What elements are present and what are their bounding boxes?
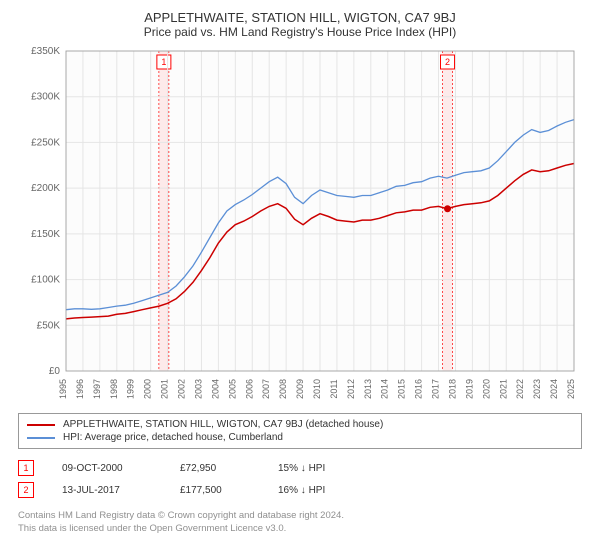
svg-text:£50K: £50K (37, 320, 61, 331)
svg-text:1997: 1997 (92, 379, 102, 399)
svg-text:2008: 2008 (278, 379, 288, 399)
svg-text:2016: 2016 (414, 379, 424, 399)
svg-text:2025: 2025 (566, 379, 576, 399)
svg-text:2024: 2024 (549, 379, 559, 399)
svg-text:2009: 2009 (295, 379, 305, 399)
svg-text:2013: 2013 (363, 379, 373, 399)
sale-row: 1 09-OCT-2000 £72,950 15% ↓ HPI (18, 457, 582, 479)
sale-price: £177,500 (180, 485, 250, 496)
svg-text:2007: 2007 (261, 379, 271, 399)
svg-text:2000: 2000 (143, 379, 153, 399)
svg-text:2011: 2011 (329, 379, 339, 398)
line-chart: 1 2 £0 £50K £100K £150K £200K £250K £300K £350K 19… (18, 45, 582, 405)
legend-row: APPLETHWAITE, STATION HILL, WIGTON, CA7 … (27, 418, 573, 431)
chart-subtitle: Price paid vs. HM Land Registry's House … (18, 25, 582, 39)
svg-text:2018: 2018 (447, 379, 457, 399)
legend-box: APPLETHWAITE, STATION HILL, WIGTON, CA7 … (18, 413, 582, 449)
legend-swatch (27, 424, 55, 426)
svg-text:£300K: £300K (31, 92, 60, 103)
sale-diff: 16% ↓ HPI (278, 485, 325, 496)
svg-text:2001: 2001 (160, 379, 170, 399)
footer-attribution: Contains HM Land Registry data © Crown c… (18, 509, 582, 536)
footer-line1: Contains HM Land Registry data © Crown c… (18, 509, 582, 522)
svg-text:2006: 2006 (244, 379, 254, 399)
svg-text:1999: 1999 (126, 379, 136, 399)
legend-row: HPI: Average price, detached house, Cumb… (27, 431, 573, 444)
sales-table: 1 09-OCT-2000 £72,950 15% ↓ HPI 2 13-JUL-2017… (18, 457, 582, 501)
svg-text:£150K: £150K (31, 229, 60, 240)
svg-text:1995: 1995 (58, 379, 68, 399)
legend-swatch (27, 437, 55, 439)
svg-text:1: 1 (161, 57, 166, 67)
svg-text:2021: 2021 (498, 379, 508, 399)
svg-text:£250K: £250K (31, 137, 60, 148)
sale-date: 13-JUL-2017 (62, 485, 152, 496)
svg-text:2020: 2020 (481, 379, 491, 399)
svg-text:2012: 2012 (346, 379, 356, 399)
legend-label: HPI: Average price, detached house, Cumb… (63, 432, 283, 443)
svg-text:2010: 2010 (312, 379, 322, 399)
chart-title: APPLETHWAITE, STATION HILL, WIGTON, CA7 … (18, 10, 582, 25)
sale-price: £72,950 (180, 463, 250, 474)
footer-line2: This data is licensed under the Open Gov… (18, 522, 582, 535)
svg-text:£350K: £350K (31, 46, 60, 57)
svg-text:2017: 2017 (431, 379, 441, 399)
sale-date: 09-OCT-2000 (62, 463, 152, 474)
svg-text:2023: 2023 (532, 379, 542, 399)
chart-container: APPLETHWAITE, STATION HILL, WIGTON, CA7 … (0, 0, 600, 544)
sale-marker: 2 (18, 482, 34, 498)
svg-text:2015: 2015 (397, 379, 407, 399)
svg-text:2005: 2005 (227, 379, 237, 399)
svg-text:2014: 2014 (380, 379, 390, 399)
sale-row: 2 13-JUL-2017 £177,500 16% ↓ HPI (18, 479, 582, 501)
svg-text:2004: 2004 (210, 379, 220, 399)
svg-text:2022: 2022 (515, 379, 525, 399)
svg-text:2019: 2019 (464, 379, 474, 399)
svg-text:£100K: £100K (31, 275, 60, 286)
svg-text:£0: £0 (49, 366, 61, 377)
svg-text:2: 2 (445, 57, 450, 67)
svg-text:1996: 1996 (75, 379, 85, 399)
sale-diff: 15% ↓ HPI (278, 463, 325, 474)
svg-text:2002: 2002 (177, 379, 187, 399)
plot-area: 1 2 £0 £50K £100K £150K £200K £250K £300K £350K 19… (18, 45, 582, 405)
svg-text:2003: 2003 (193, 379, 203, 399)
svg-text:1998: 1998 (109, 379, 119, 399)
legend-label: APPLETHWAITE, STATION HILL, WIGTON, CA7 … (63, 419, 383, 430)
sale-marker: 1 (18, 460, 34, 476)
svg-text:£200K: £200K (31, 183, 60, 194)
